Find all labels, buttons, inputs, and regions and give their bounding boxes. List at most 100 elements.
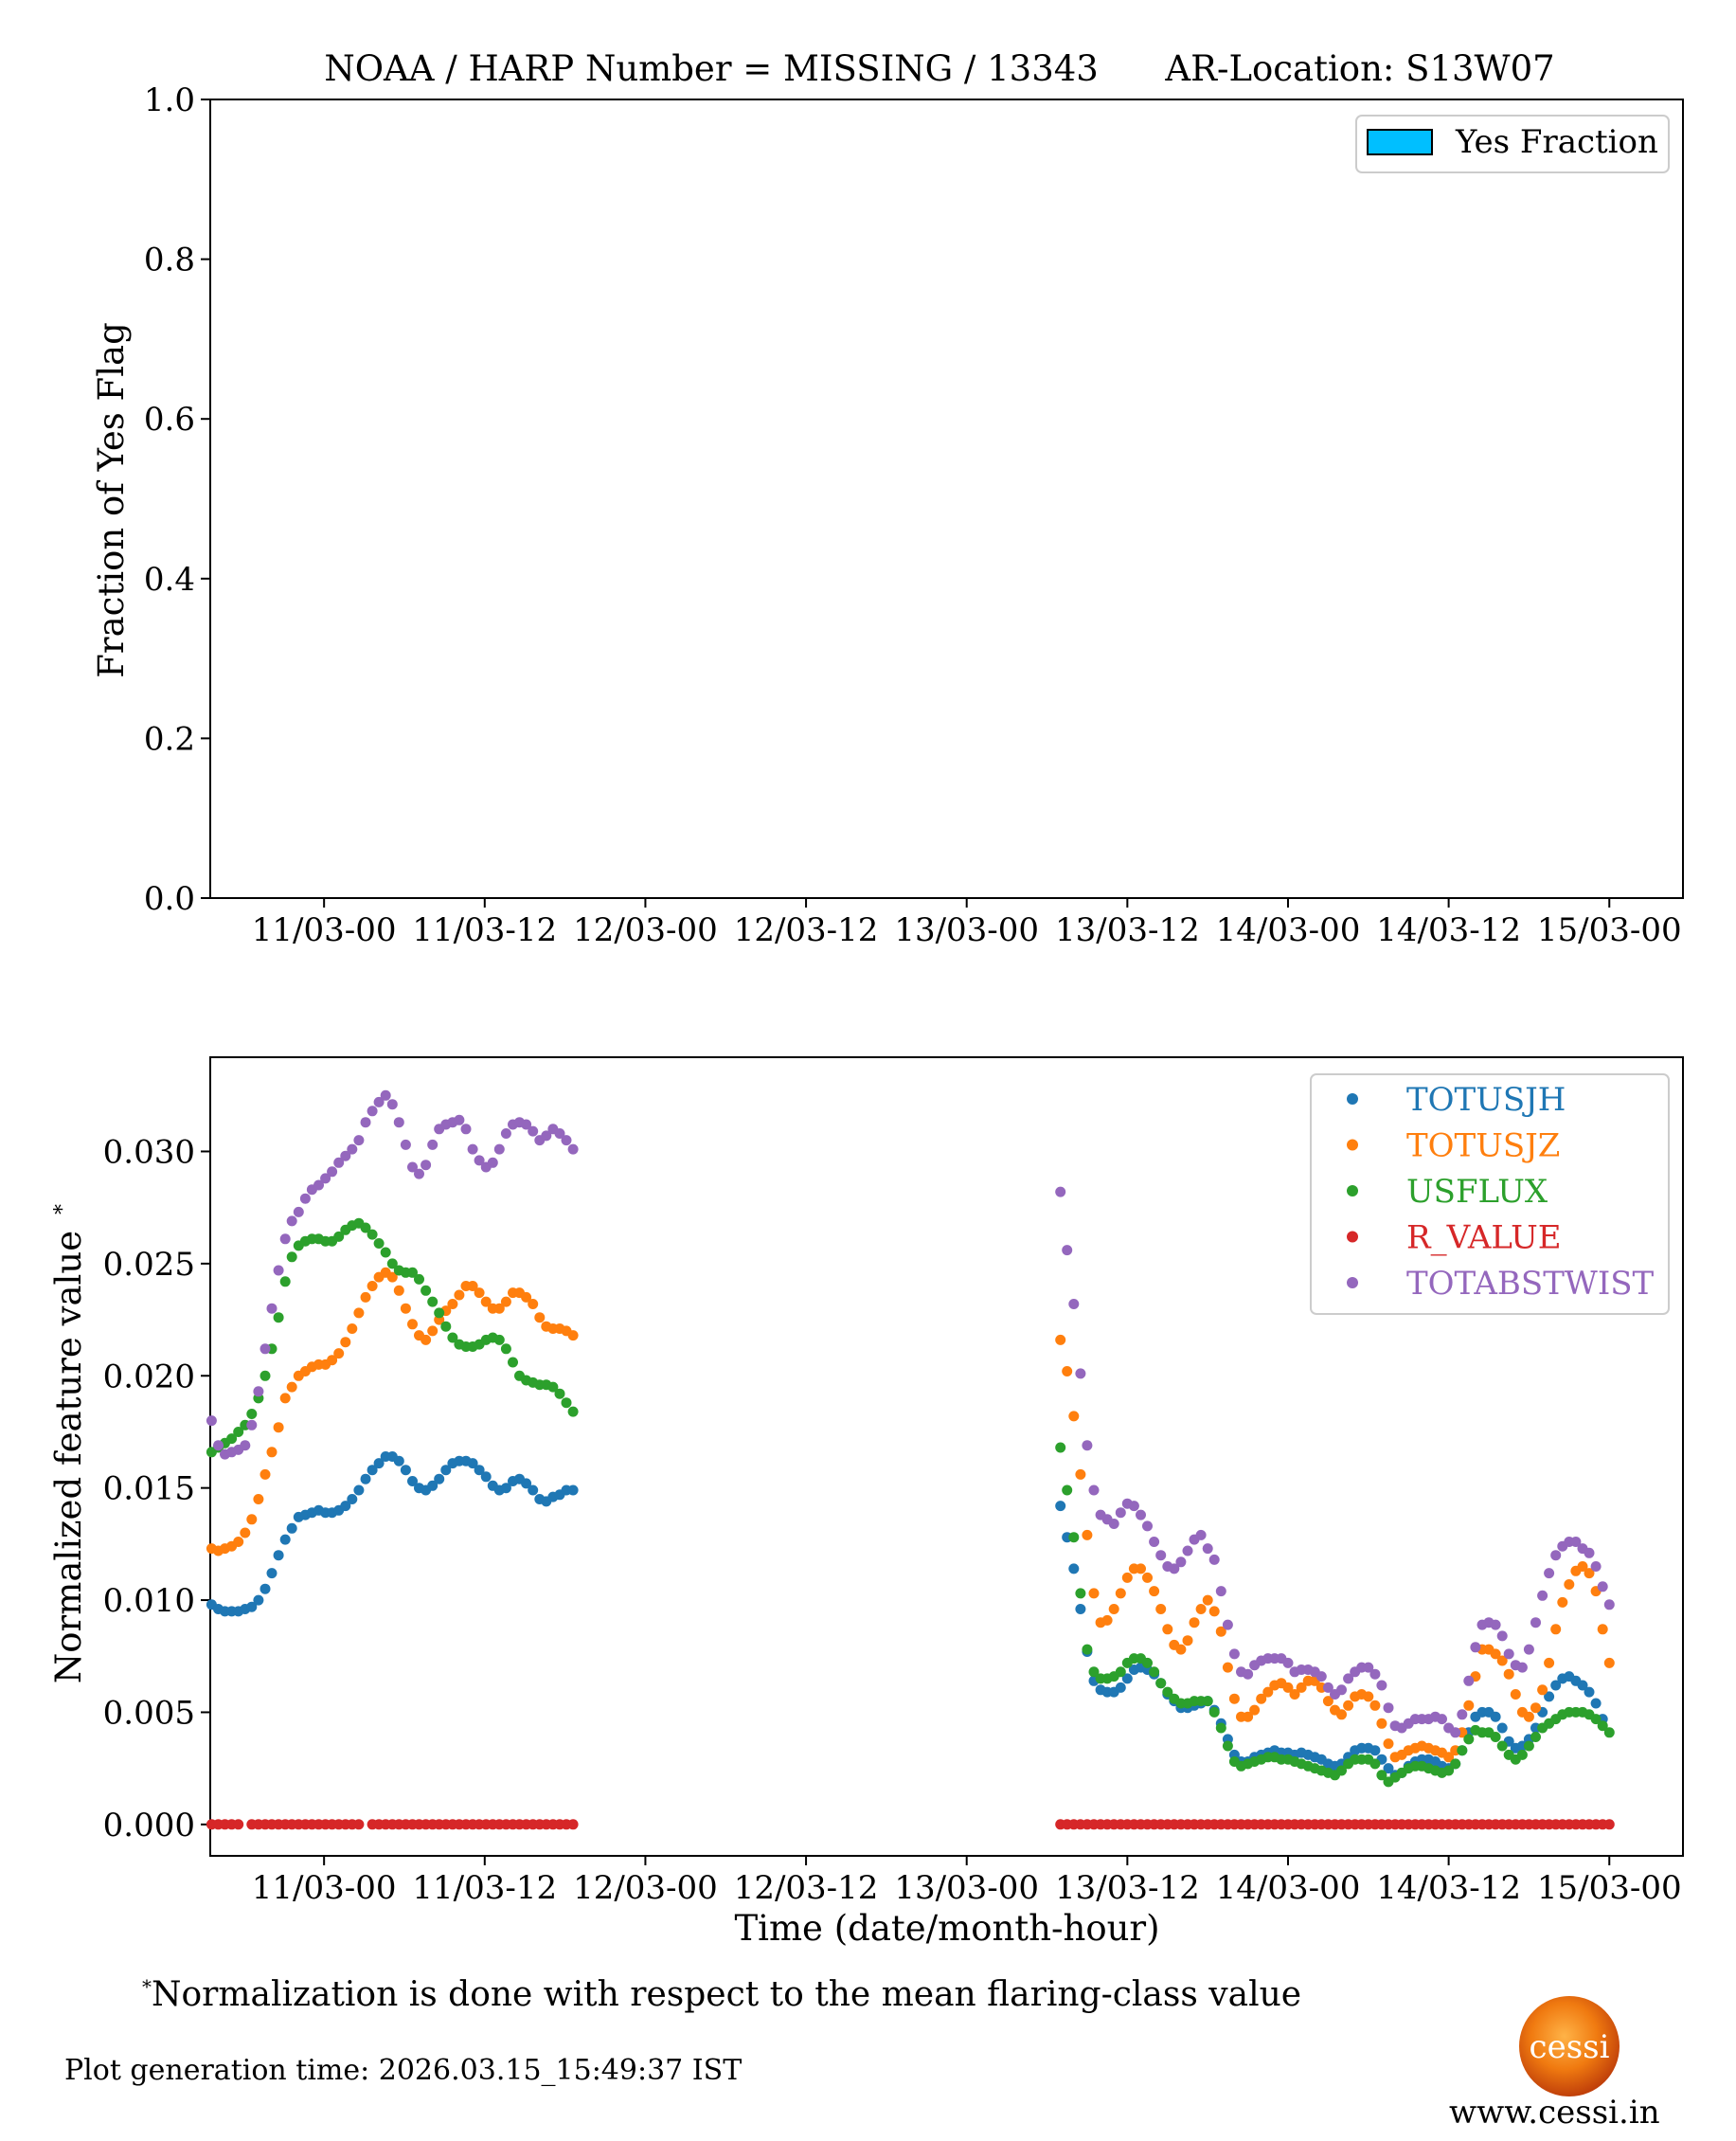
point-totusjz [474, 1287, 485, 1299]
point-totusjz [1136, 1563, 1146, 1574]
point-totusjz [1296, 1682, 1307, 1693]
point-totusjz [1530, 1702, 1541, 1714]
plot-generation-time: Plot generation time: 2026.03.15_15:49:3… [64, 2054, 743, 2087]
point-usflux [1496, 1740, 1508, 1752]
point-usflux [367, 1229, 378, 1240]
point-totabstwist [427, 1139, 438, 1150]
point-usflux [508, 1357, 518, 1368]
point-totusjz [1537, 1684, 1548, 1696]
bottom-x-axis: 11/03-00 11/03-12 12/03-00 12/03-12 13/03-00… [252, 1856, 1682, 1907]
point-totabstwist [327, 1166, 338, 1178]
point-totusjz [260, 1468, 271, 1480]
point-usflux [500, 1343, 511, 1355]
point-totabstwist [206, 1415, 217, 1427]
point-usflux [360, 1222, 371, 1233]
point-totabstwist [393, 1117, 404, 1128]
point-totusjz [1155, 1604, 1167, 1614]
point-totusjz [454, 1289, 465, 1301]
point-totabstwist [1450, 1727, 1461, 1738]
point-usflux [1215, 1722, 1226, 1734]
point-totusjz [1496, 1655, 1508, 1666]
point-totusjh [393, 1455, 404, 1466]
top-x-tick-label: 14/03-00 [1216, 911, 1361, 949]
sun-icon [1519, 1996, 1620, 2096]
point-usflux [1088, 1666, 1100, 1678]
point-totusjh [373, 1458, 385, 1469]
point-totusjz [347, 1323, 358, 1334]
point-usflux [1376, 1770, 1387, 1781]
point-totabstwist [213, 1440, 224, 1451]
point-totusjh [500, 1483, 511, 1494]
point-totabstwist [1088, 1484, 1100, 1496]
point-usflux [561, 1397, 572, 1409]
point-totabstwist [279, 1233, 291, 1245]
point-totusjz [360, 1291, 371, 1303]
bottom-legend-box [1310, 1073, 1670, 1315]
point-r-value [567, 1819, 579, 1830]
point-totabstwist [1068, 1299, 1080, 1309]
legend-marker-usflux [1347, 1185, 1358, 1196]
point-usflux [1590, 1714, 1602, 1725]
point-totabstwist [421, 1160, 432, 1171]
point-totusjz [1523, 1711, 1534, 1722]
point-totabstwist [407, 1161, 418, 1173]
point-totusjz [1376, 1718, 1387, 1729]
point-totusjz [353, 1307, 365, 1319]
bottom-y-tick-label: 0.030 [103, 1133, 195, 1171]
point-totusjz [427, 1325, 438, 1337]
point-totusjh [440, 1465, 452, 1476]
point-totabstwist [1195, 1529, 1207, 1540]
point-totabstwist [1062, 1245, 1073, 1256]
point-usflux [407, 1267, 418, 1278]
point-totusjz [1108, 1604, 1119, 1614]
point-totusjz [1175, 1644, 1187, 1655]
point-totusjz [521, 1291, 532, 1303]
point-totusjz [1249, 1704, 1261, 1716]
bottom-y-axis-label-group: Normalized feature value * [48, 1204, 89, 1683]
point-totabstwist [1363, 1662, 1374, 1673]
top-y-tick-label: 0.4 [144, 561, 195, 599]
point-totusjz [1510, 1689, 1521, 1700]
point-usflux [286, 1251, 297, 1263]
point-usflux [1062, 1484, 1073, 1496]
point-usflux [567, 1406, 579, 1417]
point-usflux [1075, 1588, 1086, 1599]
legend-marker-totabstwist [1347, 1277, 1358, 1288]
point-totusjz [1322, 1696, 1333, 1707]
point-totabstwist [340, 1150, 351, 1161]
point-totabstwist [1437, 1714, 1447, 1725]
point-totusjz [1577, 1561, 1588, 1572]
point-totabstwist [400, 1139, 411, 1150]
point-totabstwist [567, 1143, 579, 1155]
point-totusjh [427, 1480, 438, 1491]
point-usflux [447, 1332, 458, 1343]
point-totusjz [567, 1330, 579, 1341]
point-totabstwist [1590, 1561, 1602, 1572]
point-totusjh [1496, 1722, 1508, 1734]
point-usflux [1162, 1686, 1173, 1698]
point-usflux [1082, 1644, 1093, 1655]
point-totusjz [1597, 1624, 1608, 1635]
point-totabstwist [1136, 1509, 1146, 1520]
bottom-y-axis: 0.000 0.005 0.010 0.015 0.020 0.025 0.030 [103, 1133, 210, 1844]
legend-totusjz: TOTUSJZ [1406, 1127, 1560, 1165]
top-x-tick-label: 13/03-00 [894, 911, 1039, 949]
top-x-tick-label: 13/03-12 [1055, 911, 1200, 949]
point-r-value [1603, 1819, 1615, 1830]
point-totabstwist [1470, 1642, 1481, 1653]
legend-totabstwist: TOTABSTWIST [1406, 1265, 1655, 1303]
top-chart-title: NOAA / HARP Number = MISSING / 13343 AR-… [324, 48, 1554, 89]
point-totusjz [1383, 1738, 1394, 1750]
bottom-y-tick-label: 0.020 [103, 1358, 195, 1395]
point-totabstwist [1115, 1507, 1126, 1519]
point-totusjz [1289, 1689, 1300, 1700]
point-totusjz [1088, 1588, 1100, 1599]
point-totusjz [327, 1355, 338, 1366]
point-totabstwist [320, 1173, 331, 1184]
point-usflux [373, 1238, 385, 1249]
point-totusjz [1189, 1617, 1200, 1628]
point-totusjh [279, 1534, 291, 1545]
top-x-tick-label: 14/03-12 [1376, 911, 1521, 949]
bottom-x-axis-label: Time (date/month-hour) [734, 1908, 1159, 1949]
point-totabstwist [1503, 1648, 1514, 1660]
